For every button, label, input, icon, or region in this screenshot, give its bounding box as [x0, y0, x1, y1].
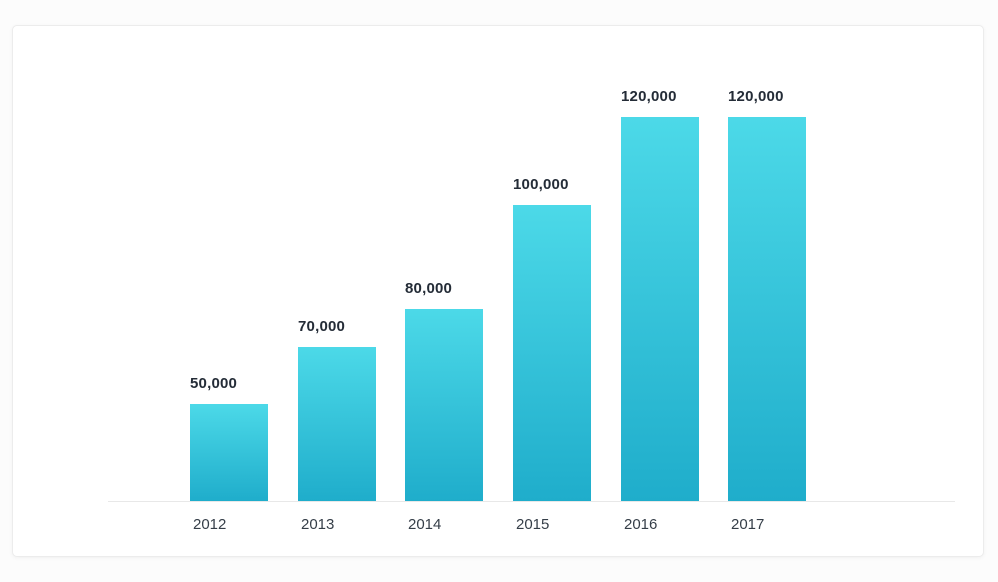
bar-value-label: 100,000: [513, 176, 569, 193]
bar-value-label: 120,000: [621, 88, 677, 105]
bar: [190, 404, 268, 501]
x-axis-tick-label: 2016: [624, 516, 658, 533]
x-axis-tick-label: 2012: [193, 516, 227, 533]
chart-card: 50,000 2012 70,000 2013 80,000 2014 100,000 201…: [12, 25, 984, 557]
bar: [621, 117, 699, 501]
bar: [513, 205, 591, 501]
x-axis-tick-label: 2014: [408, 516, 442, 533]
bar: [405, 309, 483, 501]
bar-chart: 50,000 2012 70,000 2013 80,000 2014 100,000 201…: [13, 26, 983, 556]
bar-value-label: 50,000: [190, 375, 238, 392]
x-axis-tick-label: 2015: [516, 516, 550, 533]
bar: [298, 347, 376, 501]
bar-value-label: 120,000: [728, 88, 784, 105]
bar-value-label: 80,000: [405, 280, 453, 297]
bar-value-label: 70,000: [298, 318, 346, 335]
x-axis-tick-label: 2013: [301, 516, 335, 533]
x-axis-line: [108, 501, 955, 502]
x-axis-tick-label: 2017: [731, 516, 765, 533]
bar: [728, 117, 806, 501]
